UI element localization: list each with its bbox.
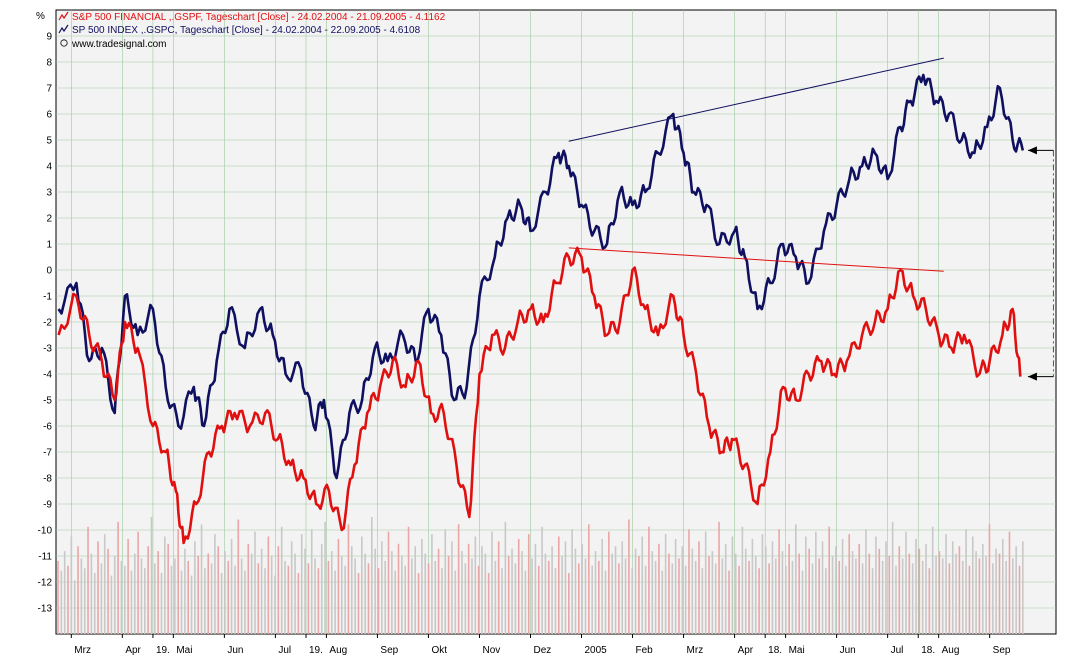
series-line	[57, 246, 1022, 545]
volume-bars	[57, 517, 1024, 634]
y-tick-label: -9	[43, 500, 52, 511]
y-tick-label: 2	[46, 214, 52, 225]
y-unit-label: %	[36, 11, 45, 22]
legend-item-financial: S&P 500 FINANCIAL ,.GSPF, Tageschart [Cl…	[58, 11, 446, 23]
x-tick-label: Mrz	[74, 645, 91, 656]
gap-arrows	[1027, 146, 1054, 381]
y-tick-label: 7	[46, 84, 52, 95]
x-tick-label: Apr	[125, 645, 141, 656]
y-tick-label: -8	[43, 474, 52, 485]
x-tick-label: 18.	[921, 645, 935, 656]
legend-item-index: SP 500 INDEX ,.GSPC, Tageschart [Close] …	[58, 24, 421, 36]
y-tick-label: -1	[43, 292, 52, 303]
y-tick-label: 3	[46, 188, 52, 199]
legend: S&P 500 FINANCIAL ,.GSPF, Tageschart [Cl…	[58, 11, 446, 50]
legend-text-index: SP 500 INDEX ,.GSPC, Tageschart [Close] …	[72, 25, 421, 36]
legend-text-source: www.tradesignal.com	[71, 39, 166, 50]
copyright-icon	[60, 39, 68, 47]
series-line	[57, 73, 1025, 480]
x-tick-label: Dez	[533, 645, 551, 656]
y-tick-label: -3	[43, 344, 52, 355]
x-tick-label: Aug	[942, 645, 960, 656]
line-chart-icon	[58, 24, 69, 34]
arrow-head-icon	[1027, 146, 1037, 155]
y-tick-label: 0	[46, 266, 52, 277]
y-tick-label: -11	[38, 552, 52, 563]
y-tick-label: 6	[46, 110, 52, 121]
x-tick-label: 19.	[156, 645, 170, 656]
trendlines	[568, 57, 944, 272]
x-tick-label: 2005	[585, 645, 608, 656]
trendline	[568, 57, 944, 142]
x-tick-label: Mrz	[687, 645, 704, 656]
x-tick-label: Jun	[840, 645, 856, 656]
x-axis-ticks: Mrz Apr 19. Mai Jun Jul 19. Aug Sep Okt Nov Dez 2005…	[70, 634, 1011, 656]
y-tick-label: -6	[43, 422, 52, 433]
x-tick-label: Apr	[738, 645, 754, 656]
y-tick-label: -10	[38, 526, 53, 537]
y-tick-label: -5	[43, 396, 52, 407]
x-tick-label: Jun	[227, 645, 243, 656]
x-tick-label: Nov	[482, 645, 500, 656]
line-chart-icon	[58, 11, 69, 21]
x-tick-label: Jul	[891, 645, 904, 656]
y-tick-label: -4	[43, 370, 52, 381]
grid	[56, 10, 1056, 634]
y-tick-label: 9	[46, 32, 52, 43]
x-tick-label: Feb	[636, 645, 654, 656]
x-tick-label: Jul	[278, 645, 291, 656]
y-tick-label: -2	[43, 318, 52, 329]
y-tick-label: -7	[43, 448, 52, 459]
y-tick-label: 4	[46, 162, 52, 173]
x-tick-label: Aug	[329, 645, 347, 656]
y-tick-label: 8	[46, 58, 52, 69]
x-tick-label: Okt	[431, 645, 447, 656]
x-tick-label: 18.	[768, 645, 782, 656]
trendline	[568, 247, 944, 272]
x-tick-label: Mai	[176, 645, 192, 656]
y-axis-ticks: 9 8 7 6 5 4 3 2 1 0 -1 -2 -3 -4 -5 -6 -7 -8 -9 -10 -11 -12 -13	[38, 32, 53, 615]
x-tick-label: Sep	[380, 645, 398, 656]
legend-item-source: www.tradesignal.com	[60, 39, 166, 50]
x-tick-label: Sep	[993, 645, 1011, 656]
x-tick-label: 19.	[309, 645, 323, 656]
arrow-head-icon	[1027, 372, 1037, 381]
x-tick-label: Mai	[789, 645, 805, 656]
y-tick-label: -12	[38, 578, 53, 589]
series-lines	[57, 73, 1025, 545]
y-tick-label: 5	[46, 136, 52, 147]
y-tick-label: 1	[46, 240, 52, 251]
legend-text-financial: S&P 500 FINANCIAL ,.GSPF, Tageschart [Cl…	[72, 12, 446, 23]
y-tick-label: -13	[38, 604, 53, 615]
